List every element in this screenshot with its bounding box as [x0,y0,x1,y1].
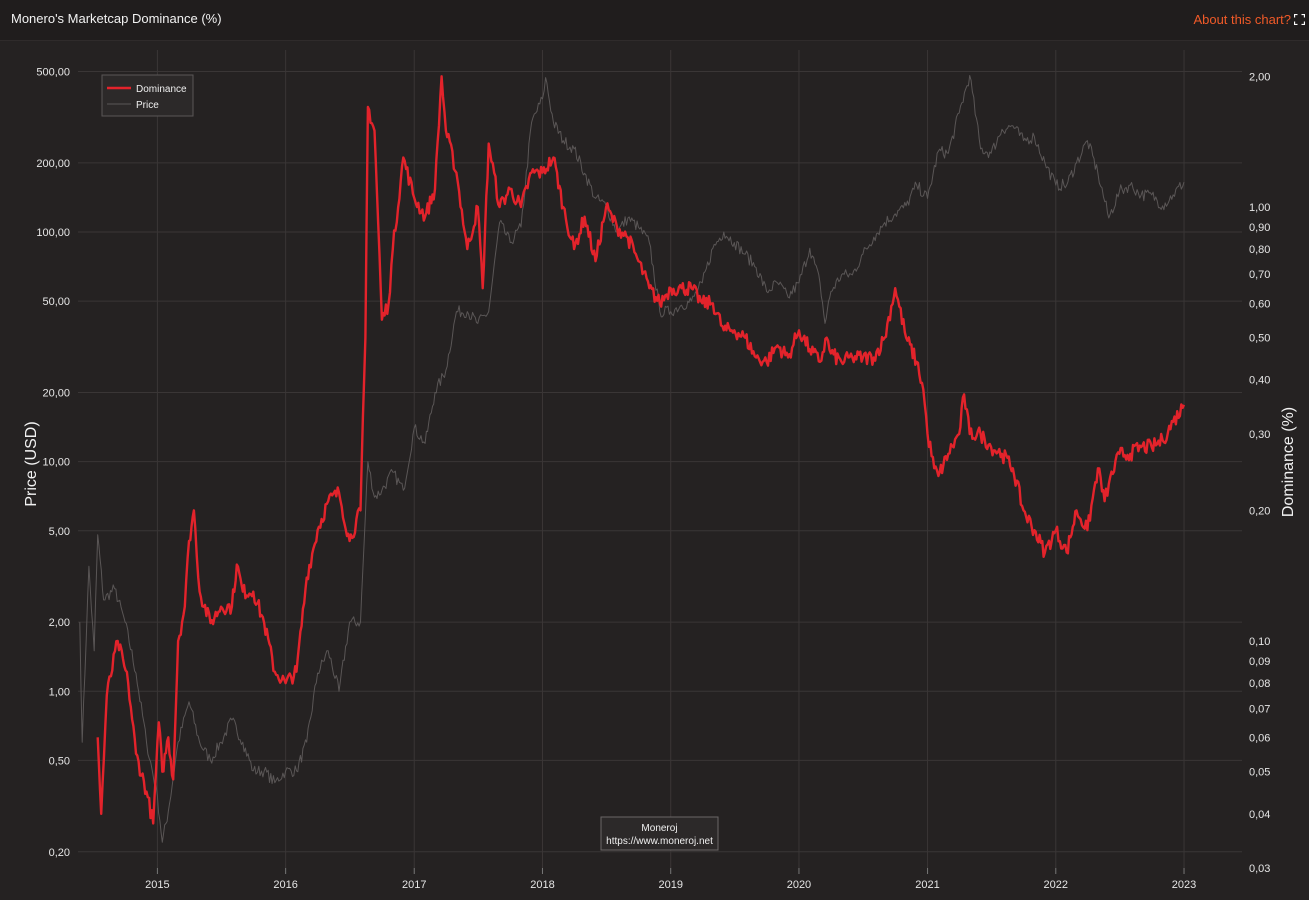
x-tick-label: 2018 [530,879,554,891]
about-chart-link[interactable]: About this chart? [1193,12,1291,27]
y-tick-label: 5,00 [49,526,70,538]
y-tick-label: 500,00 [36,66,70,78]
y-tick-label: 0,50 [49,755,70,767]
dominance-series [96,75,1186,825]
x-tick-label: 2022 [1044,879,1068,891]
credit-name: Moneroj [641,823,677,834]
credit-box: Moneroj https://www.moneroj.net [600,816,719,851]
chart-header: Monero's Marketcap Dominance (%) About t… [0,0,1309,41]
y2-tick-label: 0,07 [1249,703,1270,715]
y2-tick-label: 0,05 [1249,767,1270,779]
y2-tick-label: 0,90 [1249,222,1270,234]
y2-tick-label: 0,50 [1249,333,1270,345]
x-tick-label: 2020 [787,879,811,891]
legend: Dominance Price [101,74,194,117]
x-tick-label: 2023 [1172,879,1196,891]
y2-tick-label: 0,70 [1249,269,1270,281]
x-axis: 2015 2016 2017 2018 2019 2020 2021 2022 2023 [145,868,1196,891]
expand-icon[interactable] [1293,12,1306,26]
y2-tick-label: 0,40 [1249,375,1270,387]
y-tick-label: 50,00 [42,296,70,308]
y2-tick-label: 0,30 [1249,429,1270,441]
y2-tick-label: 0,10 [1249,636,1270,648]
x-tick-label: 2017 [402,879,426,891]
y-axis-title: Price (USD) [23,421,40,506]
price-line [79,75,1185,843]
y-tick-label: 1,00 [49,686,70,698]
y2-tick-label: 0,08 [1249,678,1270,690]
y-axis-right: 0,03 0,04 0,05 0,06 0,07 0,08 0,09 0,10 0,20 0,30… [1249,71,1270,875]
y-tick-label: 10,00 [42,457,70,469]
x-tick-label: 2019 [658,879,682,891]
y2-tick-label: 0,20 [1249,505,1270,517]
y-tick-label: 0,20 [49,847,70,859]
legend-label-price: Price [136,100,159,111]
x-tick-label: 2016 [273,879,297,891]
price-series [79,75,1185,843]
y2-axis-title: Dominance (%) [1280,407,1297,517]
y2-tick-label: 2,00 [1249,71,1270,83]
credit-url: https://www.moneroj.net [606,836,713,847]
dominance-line [96,75,1186,825]
chart-title: Monero's Marketcap Dominance (%) [11,11,222,26]
y-tick-label: 200,00 [36,158,70,170]
y2-tick-label: 0,04 [1249,809,1270,821]
legend-label-dominance: Dominance [136,84,187,95]
y2-tick-label: 0,60 [1249,298,1270,310]
x-tick-label: 2015 [145,879,169,891]
y2-tick-label: 0,06 [1249,732,1270,744]
x-tick-label: 2021 [915,879,939,891]
y2-tick-label: 0,03 [1249,863,1270,875]
y2-tick-label: 1,00 [1249,202,1270,214]
y2-tick-label: 0,80 [1249,244,1270,256]
y-axis-left: 0,20 0,50 1,00 2,00 5,00 10,00 20,00 50,00 100,0… [36,66,70,858]
y2-tick-label: 0,09 [1249,656,1270,668]
y-tick-label: 20,00 [42,387,70,399]
y-tick-label: 2,00 [49,617,70,629]
y-tick-label: 100,00 [36,227,70,239]
grid [78,50,1242,868]
